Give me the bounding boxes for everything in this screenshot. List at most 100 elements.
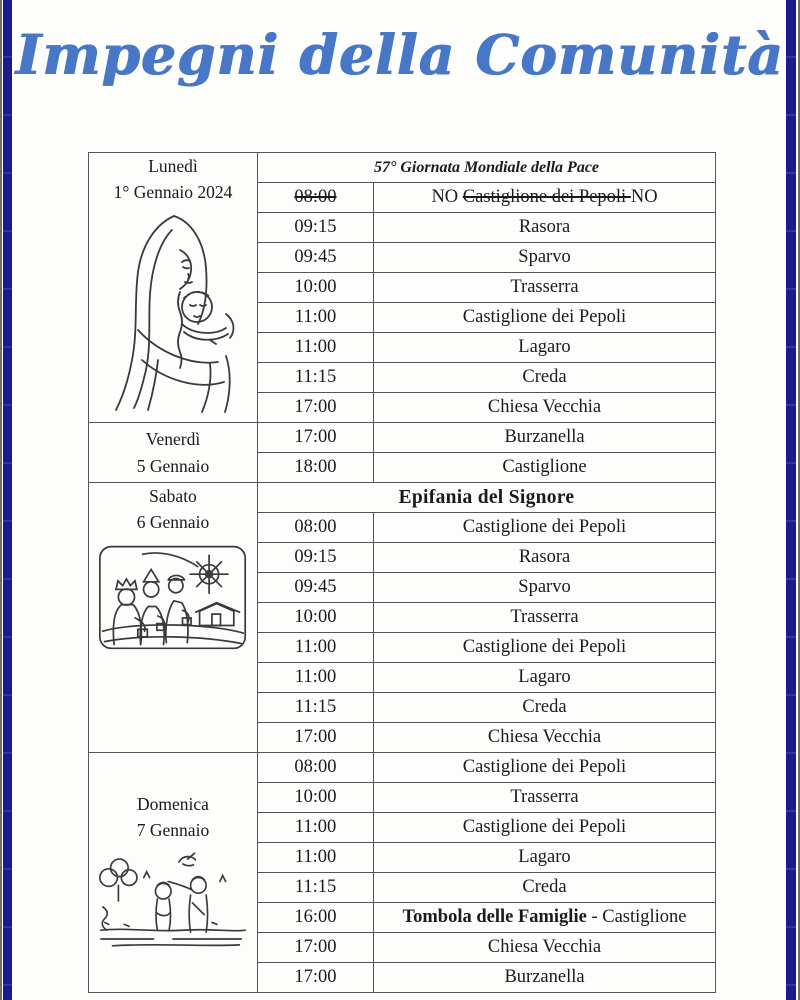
time-cell: 09:15 <box>257 212 374 243</box>
place-text: NO <box>630 187 658 207</box>
place-cell: Trasserra <box>373 782 716 813</box>
time-value: 17:00 <box>294 967 337 987</box>
time-value: 10:00 <box>294 787 337 807</box>
day-label-line: Lunedì <box>148 156 198 176</box>
place-text: Castiglione dei Pepoli <box>462 817 627 837</box>
day-cell-lunedì: Lunedì 1° Gennaio 2024 <box>88 152 258 423</box>
schedule-row: 10:00 Trasserra <box>89 272 716 303</box>
day-label-line: Domenica <box>137 794 209 814</box>
place-cell: Burzanella <box>373 422 716 453</box>
time-cell: 09:45 <box>257 572 374 603</box>
day-cell-domenica: Domenica 7 Gennaio <box>88 752 258 993</box>
place-text: Creda <box>522 697 567 717</box>
schedule-row: 17:00 Burzanella <box>89 962 716 993</box>
time-value: 09:15 <box>294 217 337 237</box>
time-value: 08:00 <box>294 517 337 537</box>
time-value: 08:00 <box>294 187 337 207</box>
place-text: Lagaro <box>518 847 571 867</box>
day-label: Sabato 6 Gennaio <box>89 483 257 536</box>
right-page-border-bar <box>786 0 796 1000</box>
time-value: 16:00 <box>294 907 337 927</box>
time-value: 18:00 <box>294 457 337 477</box>
place-text: NO <box>431 187 463 207</box>
day-label-line: 7 Gennaio <box>136 820 210 841</box>
place-cell: Lagaro <box>373 332 716 363</box>
place-cell: Creda <box>373 362 716 393</box>
place-cell: Castiglione dei Pepoli <box>373 512 716 543</box>
time-cell: 17:00 <box>257 932 374 963</box>
place-text: Burzanella <box>504 427 585 447</box>
time-value: 11:00 <box>294 637 337 657</box>
place-cell: Castiglione dei Pepoli <box>373 812 716 843</box>
day-label: Domenica 7 Gennaio <box>89 791 257 844</box>
time-value: 09:45 <box>294 247 337 267</box>
time-value: 11:00 <box>294 817 337 837</box>
place-cell: Chiesa Vecchia <box>373 722 716 753</box>
time-cell: 11:15 <box>257 362 374 393</box>
time-cell: 17:00 <box>257 962 374 993</box>
place-text: Lagaro <box>518 337 571 357</box>
place-text: Castiglione dei Pepoli <box>462 187 631 207</box>
place-text: Lagaro <box>518 667 571 687</box>
time-value: 11:15 <box>294 697 337 717</box>
place-text: Rasora <box>518 217 571 237</box>
place-cell: Castiglione dei Pepoli <box>373 302 716 333</box>
time-cell: 11:00 <box>257 842 374 873</box>
three-magi-with-star-image <box>98 545 247 649</box>
place-text: Trasserra <box>510 787 579 807</box>
place-text: Castiglione <box>502 457 587 477</box>
place-cell: Trasserra <box>373 272 716 303</box>
time-value: 11:00 <box>294 847 337 867</box>
place-text: Chiesa Vecchia <box>487 397 602 417</box>
place-text: Castiglione dei Pepoli <box>462 757 627 777</box>
time-cell: 16:00 <box>257 902 374 933</box>
schedule-row: Sabato 6 Gennaio <box>88 482 716 753</box>
time-cell: 10:00 <box>257 602 374 633</box>
schedule-row: 11:00 Castiglione dei Pepoli <box>89 302 716 333</box>
place-text: Creda <box>522 877 567 897</box>
day-cell-sabato: Sabato 6 Gennaio <box>88 482 258 753</box>
time-value: 11:15 <box>294 877 337 897</box>
time-value: 08:00 <box>294 757 337 777</box>
left-edge-line <box>0 0 2 1000</box>
place-cell: Chiesa Vecchia <box>373 932 716 963</box>
place-cell: Rasora <box>373 542 716 573</box>
schedule-row: 17:00 Chiesa Vecchia <box>89 392 716 423</box>
place-text: Chiesa Vecchia <box>487 727 602 747</box>
place-text: Castiglione dei Pepoli <box>462 637 627 657</box>
time-cell: 17:00 <box>257 422 374 453</box>
schedule-row: Lunedì 1° Gennaio 2024 <box>88 152 716 423</box>
schedule-row: 11:00 Lagaro <box>89 332 716 363</box>
schedule-row: 09:45 Sparvo <box>89 572 716 603</box>
schedule-row: 18:00 Castiglione <box>89 452 716 483</box>
time-cell: 10:00 <box>257 272 374 303</box>
page-title: Impegni della Comunità <box>15 22 785 87</box>
time-cell: 08:00 <box>257 182 374 213</box>
schedule-row: 09:15 Rasora <box>89 542 716 573</box>
day-label: Venerdì 5 Gennaio <box>89 426 257 479</box>
schedule-row: 11:15 Creda <box>89 872 716 903</box>
place-cell: Trasserra <box>373 602 716 633</box>
place-cell: Sparvo <box>373 572 716 603</box>
section-header: 57° Giornata Mondiale della Pace <box>257 152 716 183</box>
time-cell: 11:00 <box>257 302 374 333</box>
day-label-line: Venerdì <box>145 429 201 450</box>
place-text: Tombola delle Famiglie <box>402 907 587 927</box>
left-page-border-bar <box>3 0 12 1000</box>
place-text: Trasserra <box>510 277 579 297</box>
place-cell: NO Castiglione dei Pepoli NO <box>373 182 716 213</box>
place-text: Burzanella <box>504 967 585 987</box>
time-cell: 08:00 <box>257 512 374 543</box>
time-cell: 09:45 <box>257 242 374 273</box>
place-cell: Chiesa Vecchia <box>373 392 716 423</box>
time-cell: 11:00 <box>257 662 374 693</box>
time-value: 11:00 <box>294 337 337 357</box>
place-text: Creda <box>522 367 567 387</box>
time-cell: 09:15 <box>257 542 374 573</box>
day-cell-venerdì: Venerdì 5 Gennaio <box>88 422 258 483</box>
place-text: Castiglione dei Pepoli <box>462 307 627 327</box>
baptism-of-jesus-image <box>99 851 246 947</box>
place-text: Sparvo <box>518 577 571 597</box>
time-value: 11:15 <box>294 367 337 387</box>
schedule-row: 09:15 Rasora <box>89 212 716 243</box>
